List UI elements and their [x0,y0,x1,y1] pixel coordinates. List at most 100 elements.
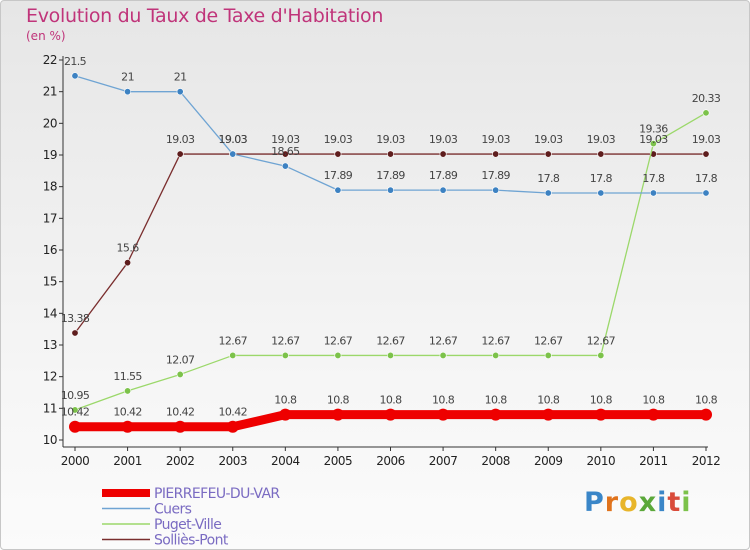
data-point [544,189,552,197]
data-point [439,150,447,158]
data-point [71,72,79,80]
data-point [71,406,79,414]
data-label: 12.67 [376,334,405,347]
data-point [594,408,607,421]
data-point [124,259,132,267]
data-label: 19.03 [534,133,563,146]
data-label: 10.8 [485,394,508,407]
data-point [544,351,552,359]
x-tick-label: 2001 [113,454,142,468]
x-tick-label: 2007 [429,454,458,468]
data-point [492,186,500,194]
chart-title: Evolution du Taux de Taxe d'Habitation [26,5,384,27]
data-point [279,408,292,421]
data-label: 19.03 [219,133,248,146]
data-point [334,186,342,194]
data-label: 19.36 [639,123,668,136]
data-label: 19.03 [481,133,510,146]
data-point [71,329,79,337]
data-point [174,420,187,433]
series-layer [69,72,712,433]
data-label: 17.89 [324,169,353,182]
data-point [702,150,710,158]
y-tick-label: 14 [43,306,57,320]
data-point [281,150,289,158]
y-tick-label: 19 [43,148,57,162]
data-label: 19.03 [692,133,721,146]
data-point [439,351,447,359]
x-tick-label: 2009 [534,454,563,468]
axes: 10 11 12 13 14 15 16 17 18 19 20 21 22 2000 2001 2002 20… [43,53,721,468]
data-label: 10.8 [274,394,297,407]
data-label: 12.67 [481,334,510,347]
data-label: 10.42 [113,406,142,419]
y-tick-label: 11 [43,401,57,415]
data-point [489,408,502,421]
chart-subtitle: (en %) [26,29,66,43]
data-point [647,408,660,421]
x-tick-label: 2011 [639,454,668,468]
data-label: 19.03 [271,133,300,146]
data-point [437,408,450,421]
data-label: 10.8 [695,394,718,407]
data-label: 17.8 [642,172,665,185]
data-label: 18.65 [271,145,300,158]
data-point [124,387,132,395]
data-label: 19.03 [219,133,248,146]
data-label: 11.55 [113,370,142,383]
data-point [702,109,710,117]
data-label: 21.5 [64,55,87,68]
data-point [439,186,447,194]
data-point [649,140,657,148]
data-label: 12.67 [534,334,563,347]
data-label: 10.8 [379,394,402,407]
data-label: 10.42 [61,406,90,419]
data-point [597,150,605,158]
data-point [597,189,605,197]
legend-label: Cuers [154,502,192,518]
x-tick-label: 2010 [587,454,616,468]
data-point [386,351,394,359]
x-tick-label: 2002 [166,454,195,468]
data-point [69,420,81,433]
data-point [281,351,289,359]
x-tick-label: 2006 [376,454,405,468]
data-point [281,162,289,170]
data-point [229,351,237,359]
data-point [176,150,184,158]
data-label: 12.07 [166,353,195,366]
data-label: 19.03 [376,133,405,146]
data-label: 19.03 [587,133,616,146]
data-point [334,351,342,359]
y-tick-label: 10 [43,433,57,447]
data-label: 12.67 [219,334,248,347]
data-label: 19.03 [429,133,458,146]
data-label: 10.42 [219,406,248,419]
data-label: 10.8 [432,394,455,407]
data-point [386,186,394,194]
data-point [176,370,184,378]
data-point [229,150,237,158]
legend-label: Solliès-Pont [154,533,229,549]
legend-label: PIERREFEU-DU-VAR [154,486,280,502]
data-point [544,150,552,158]
proxiti-logo: Proxiti [584,487,692,518]
data-point [386,150,394,158]
data-label: 10.42 [166,406,195,419]
data-label: 12.67 [587,334,616,347]
data-point [226,420,239,433]
y-tick-label: 16 [43,243,57,257]
data-point [492,150,500,158]
data-label: 10.8 [590,394,613,407]
data-label: 12.67 [429,334,458,347]
data-label: 17.8 [695,172,718,185]
x-tick-label: 2005 [324,454,353,468]
y-tick-label: 13 [43,338,57,352]
data-label: 17.89 [429,169,458,182]
data-point [121,420,134,433]
data-label: 10.95 [61,389,90,402]
y-tick-label: 15 [43,275,57,289]
data-label: 12.67 [324,334,353,347]
data-point [176,88,184,96]
